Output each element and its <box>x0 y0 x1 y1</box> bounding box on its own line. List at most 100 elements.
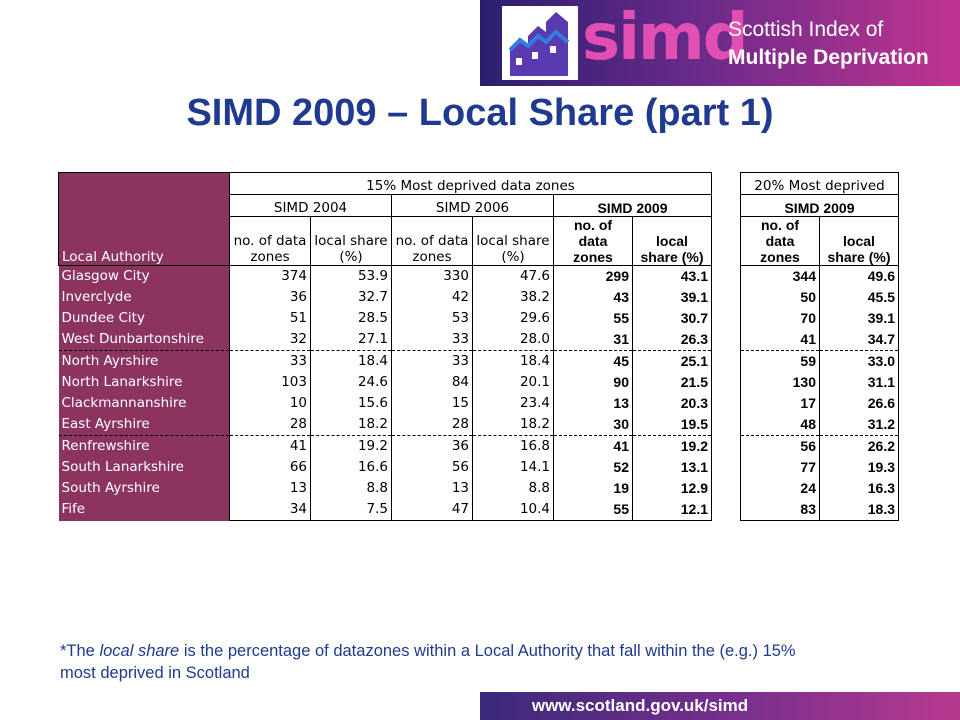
value-cell-s09: 19.5 <box>632 414 712 436</box>
value-cell-d06: 47 <box>391 499 473 521</box>
footer-bar <box>480 692 960 720</box>
value-cell-d20: 48 <box>740 414 820 436</box>
value-cell-s06: 14.1 <box>472 457 554 478</box>
table-row: East Ayrshire 28 18.2 28 18.2 30 19.5 48 31.2 <box>58 414 899 436</box>
value-cell-s09: 26.3 <box>632 329 712 351</box>
value-cell-d04: 32 <box>229 329 311 351</box>
local-share-table: Local Authority 15% Most deprived data z… <box>58 172 899 521</box>
column-gap <box>712 329 741 351</box>
value-cell-s09: 39.1 <box>632 287 712 308</box>
value-cell-s06: 8.8 <box>472 478 554 499</box>
value-cell-d09: 55 <box>553 499 633 521</box>
value-cell-s20: 19.3 <box>819 457 899 478</box>
value-cell-s09: 43.1 <box>632 265 712 287</box>
value-cell-s04: 16.6 <box>310 457 392 478</box>
logo-subtitle-line2: Multiple Deprivation <box>728 46 929 69</box>
value-cell-d20: 83 <box>740 499 820 521</box>
table-row: Renfrewshire 41 19.2 36 16.8 41 19.2 56 26.2 <box>58 435 899 458</box>
column-gap <box>712 478 741 499</box>
value-cell-s04: 18.4 <box>310 350 392 372</box>
value-cell-s09: 19.2 <box>632 435 712 457</box>
value-cell-s09: 12.1 <box>632 499 712 521</box>
value-cell-d09: 31 <box>553 329 633 351</box>
value-cell-d09: 52 <box>553 457 633 478</box>
column-gap <box>712 393 741 414</box>
value-cell-d04: 28 <box>229 414 311 436</box>
value-cell-s06: 20.1 <box>472 372 554 393</box>
column-gap <box>712 372 741 393</box>
value-cell-s20: 18.3 <box>819 499 899 521</box>
value-cell-d06: 28 <box>391 414 473 436</box>
value-cell-d04: 33 <box>229 350 311 372</box>
value-cell-s20: 39.1 <box>819 308 899 329</box>
value-cell-d09: 43 <box>553 287 633 308</box>
value-cell-d04: 34 <box>229 499 311 521</box>
local-authority-cell: Fife <box>58 499 230 521</box>
column-gap <box>712 287 741 308</box>
value-cell-d20: 130 <box>740 372 820 393</box>
value-cell-d06: 33 <box>391 329 473 351</box>
value-cell-s20: 34.7 <box>819 329 899 351</box>
value-cell-s06: 47.6 <box>472 265 554 287</box>
value-cell-d04: 41 <box>229 435 311 457</box>
sub-header-2009: SIMD 2009 <box>553 194 712 217</box>
group-header-20: 20% Most deprived <box>740 172 899 195</box>
value-cell-d04: 374 <box>229 265 311 287</box>
value-cell-s09: 12.9 <box>632 478 712 499</box>
value-cell-d20: 70 <box>740 308 820 329</box>
value-cell-d06: 330 <box>391 265 473 287</box>
value-cell-s04: 53.9 <box>310 265 392 287</box>
value-cell-d09: 299 <box>553 265 633 287</box>
value-cell-s04: 15.6 <box>310 393 392 414</box>
value-cell-d04: 51 <box>229 308 311 329</box>
column-gap <box>712 499 741 521</box>
sub-header-2009-20: SIMD 2009 <box>740 194 899 217</box>
footnote: *The local share is the percentage of da… <box>60 642 796 682</box>
value-cell-d09: 30 <box>553 414 633 436</box>
col-header-share-2009-20: local share (%) <box>819 216 899 266</box>
column-gap <box>712 457 741 478</box>
column-gap <box>712 173 741 266</box>
local-authority-cell: Renfrewshire <box>58 435 230 457</box>
col-header-datazones-2009-20: no. of data zones <box>740 216 820 266</box>
data-table: Local Authority 15% Most deprived data z… <box>58 172 899 521</box>
value-cell-s20: 26.2 <box>819 435 899 457</box>
table-row: South Ayrshire 13 8.8 13 8.8 19 12.9 24 16.3 <box>58 478 899 499</box>
value-cell-s06: 23.4 <box>472 393 554 414</box>
value-cell-s04: 28.5 <box>310 308 392 329</box>
col-header-datazones-2006: no. of data zones <box>391 216 473 266</box>
table-row: Fife 34 7.5 47 10.4 55 12.1 83 18.3 <box>58 499 899 521</box>
column-gap <box>712 351 741 373</box>
website-link[interactable]: www.scotland.gov.uk/simd <box>531 696 749 715</box>
value-cell-d20: 77 <box>740 457 820 478</box>
value-cell-s20: 16.3 <box>819 478 899 499</box>
value-cell-s09: 20.3 <box>632 393 712 414</box>
value-cell-s06: 10.4 <box>472 499 554 521</box>
table-row: West Dunbartonshire 32 27.1 33 28.0 31 26.3 41 3… <box>58 329 899 351</box>
value-cell-d06: 56 <box>391 457 473 478</box>
value-cell-d06: 53 <box>391 308 473 329</box>
simd-logo-houses-icon <box>502 6 578 80</box>
col-header-share-2004: local share (%) <box>310 216 392 266</box>
table-row: North Lanarkshire 103 24.6 84 20.1 90 21.5 130 3… <box>58 372 899 393</box>
value-cell-d20: 56 <box>740 435 820 457</box>
header-banner: simd Scottish Index of Multiple Deprivat… <box>480 0 960 86</box>
col-header-share-2006: local share (%) <box>472 216 554 266</box>
value-cell-s06: 18.4 <box>472 350 554 372</box>
page-title: SIMD 2009 – Local Share (part 1) <box>186 92 774 134</box>
group-header-15: 15% Most deprived data zones <box>229 172 712 195</box>
value-cell-s06: 28.0 <box>472 329 554 351</box>
column-gap <box>712 308 741 329</box>
value-cell-s04: 7.5 <box>310 499 392 521</box>
value-cell-s20: 26.6 <box>819 393 899 414</box>
value-cell-d09: 19 <box>553 478 633 499</box>
value-cell-d06: 36 <box>391 435 473 457</box>
sub-header-2004: SIMD 2004 <box>229 194 392 217</box>
local-authority-cell: East Ayrshire <box>58 414 230 436</box>
value-cell-d04: 13 <box>229 478 311 499</box>
value-cell-d04: 36 <box>229 287 311 308</box>
sub-header-2006: SIMD 2006 <box>391 194 554 217</box>
value-cell-s06: 29.6 <box>472 308 554 329</box>
column-gap <box>712 436 741 458</box>
column-gap <box>712 266 741 288</box>
